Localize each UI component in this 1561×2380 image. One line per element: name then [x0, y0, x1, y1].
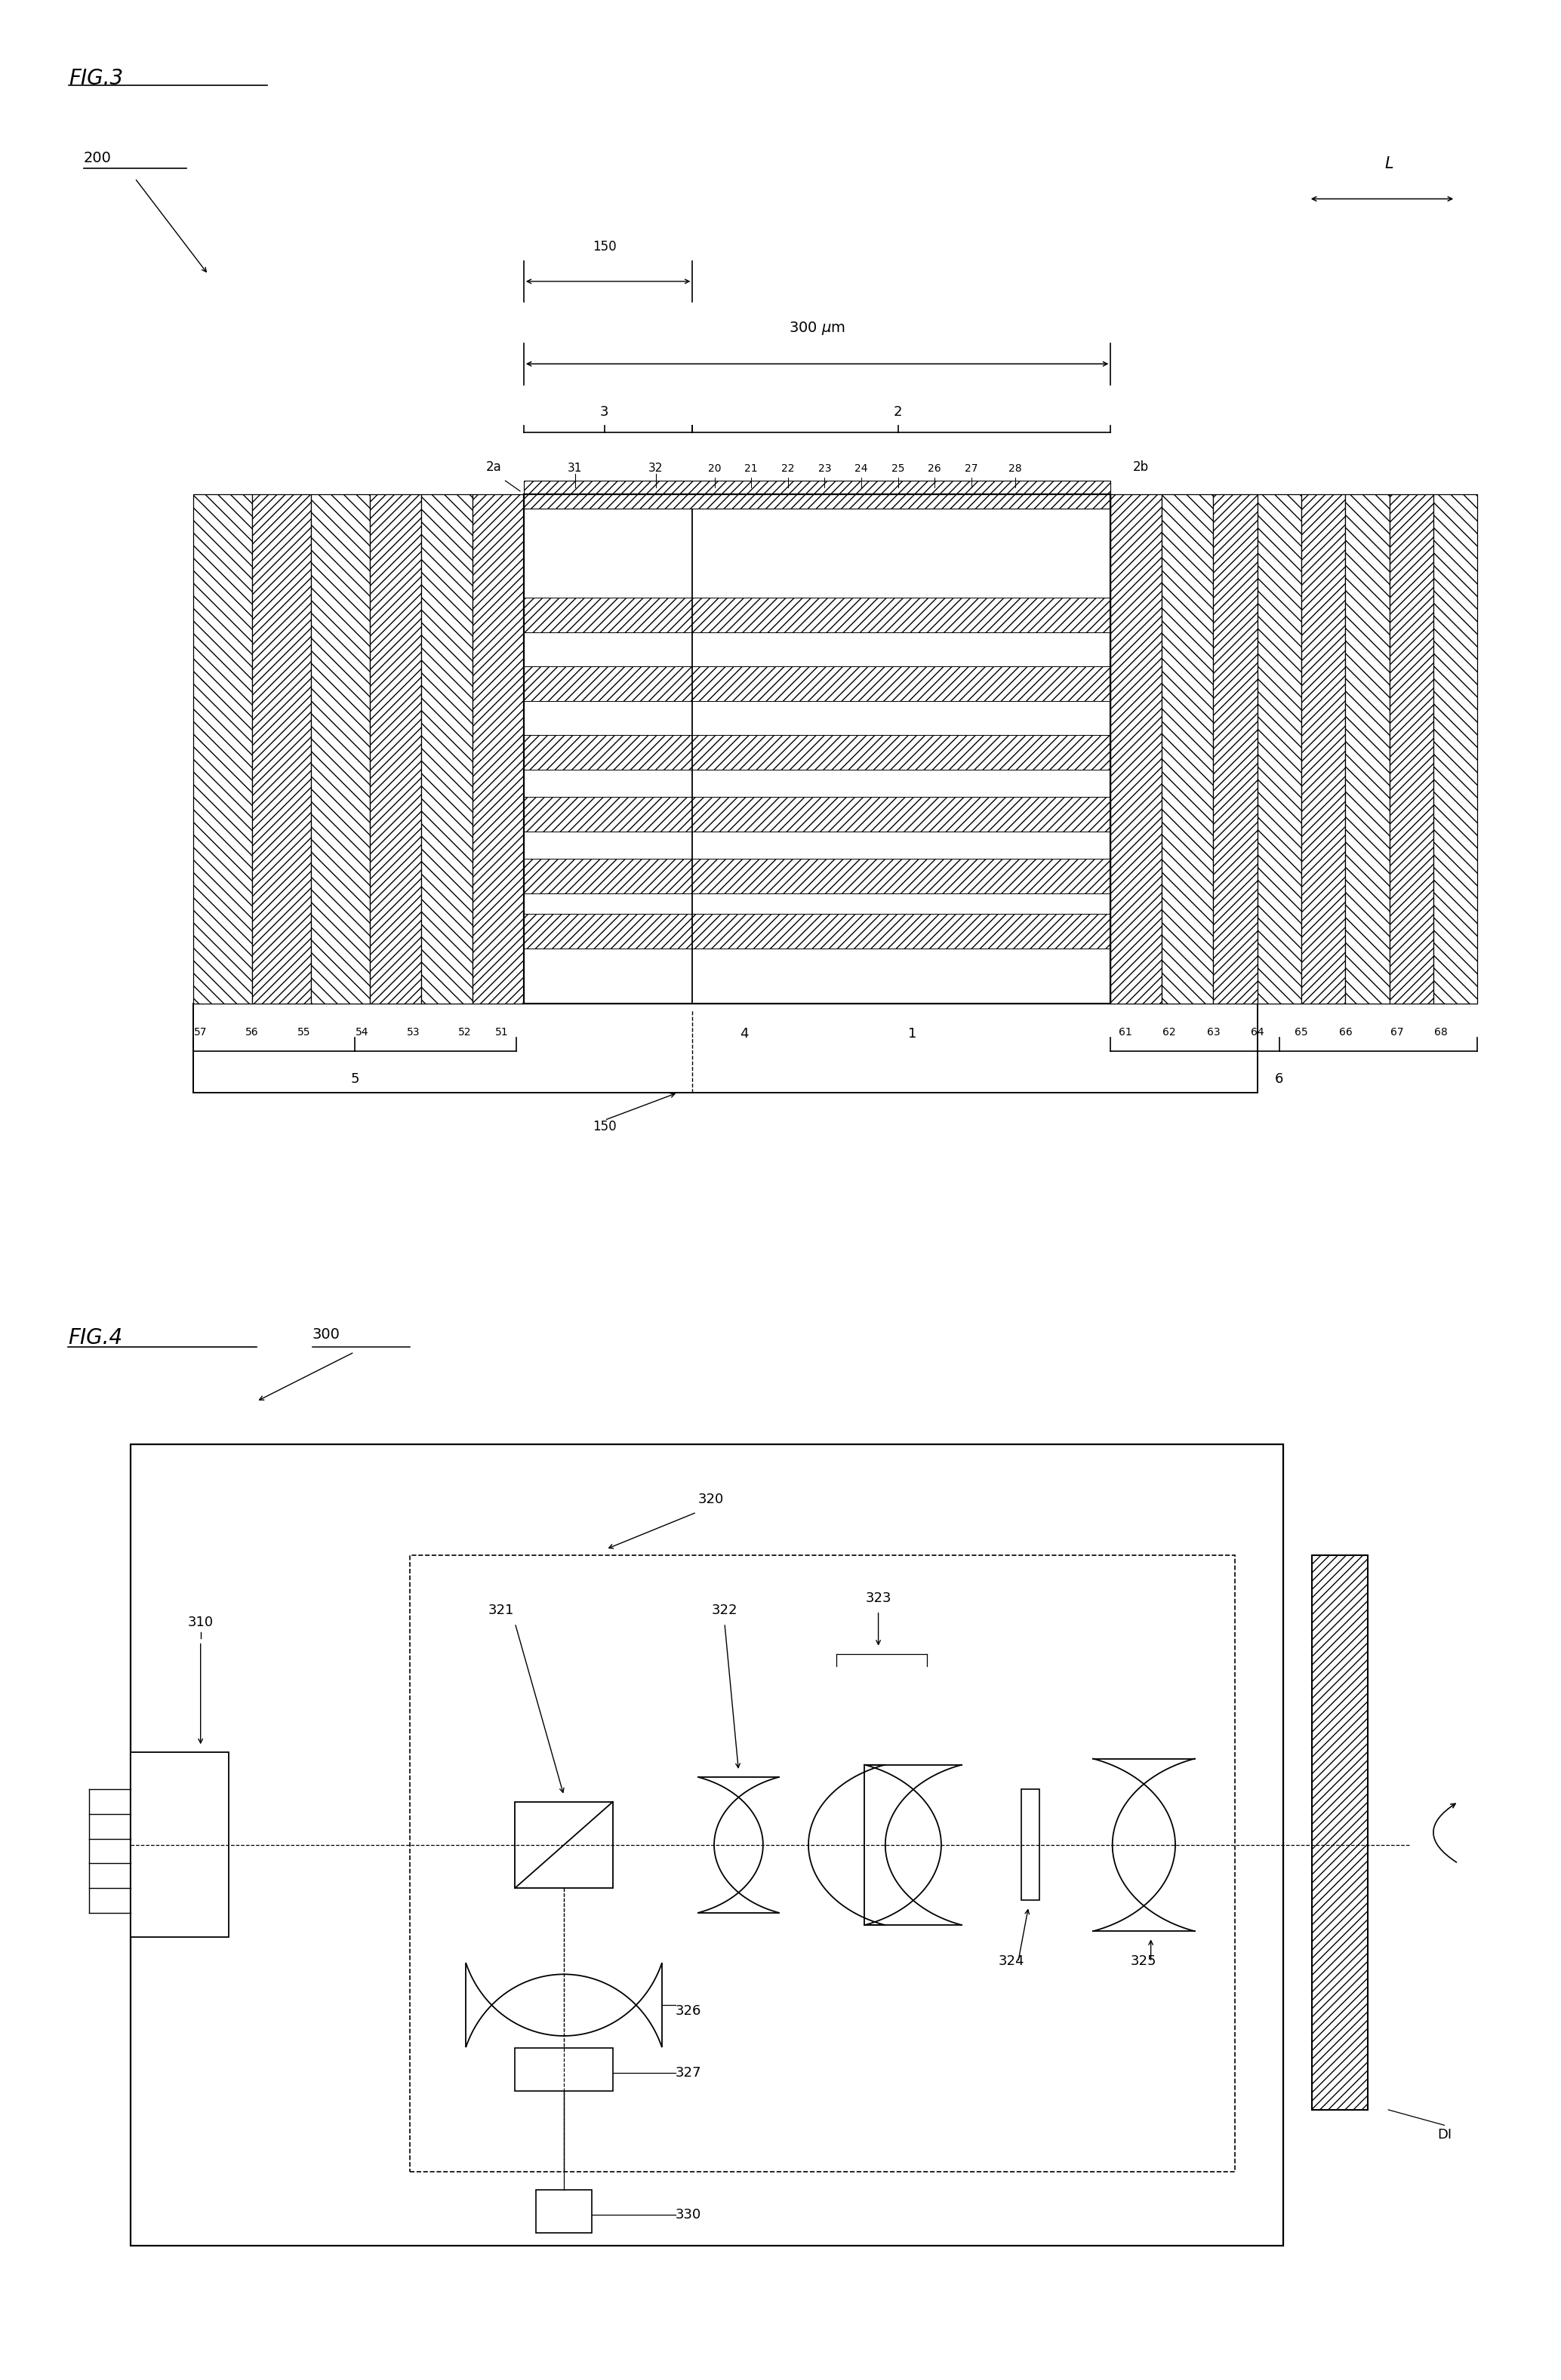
Bar	[523, 735, 1111, 769]
Text: 20: 20	[707, 464, 721, 474]
Text: 53: 53	[407, 1028, 420, 1038]
Text: 320: 320	[698, 1492, 724, 1507]
Text: 27: 27	[965, 464, 977, 474]
Text: 63: 63	[1207, 1028, 1221, 1038]
Text: 300 $\mu$m: 300 $\mu$m	[788, 319, 846, 336]
Text: 51: 51	[495, 1028, 509, 1038]
Bar	[370, 495, 421, 1004]
Text: 2b: 2b	[1133, 459, 1149, 474]
Bar	[523, 495, 1111, 1004]
Bar	[1346, 495, 1389, 1004]
Bar	[523, 859, 1111, 892]
Text: 22: 22	[780, 464, 795, 474]
Bar	[1302, 495, 1346, 1004]
Text: 310: 310	[187, 1616, 214, 1630]
Bar	[1311, 1557, 1367, 2109]
Bar	[473, 495, 523, 1004]
Text: 32: 32	[648, 462, 663, 474]
Text: 325: 325	[1130, 1954, 1157, 1968]
Text: 300: 300	[312, 1328, 340, 1342]
Bar	[523, 495, 1111, 597]
Text: 200: 200	[84, 150, 111, 164]
Text: 52: 52	[459, 1028, 471, 1038]
Text: 5: 5	[351, 1071, 359, 1085]
Text: 6: 6	[1275, 1071, 1283, 1085]
Text: 327: 327	[676, 2066, 702, 2080]
Bar	[1389, 495, 1433, 1004]
Text: 55: 55	[297, 1028, 311, 1038]
Text: 62: 62	[1163, 1028, 1175, 1038]
Text: 57: 57	[194, 1028, 208, 1038]
Bar	[411, 1557, 1235, 2171]
Text: 150: 150	[593, 1121, 617, 1133]
Text: 3: 3	[599, 405, 609, 419]
Text: 64: 64	[1250, 1028, 1264, 1038]
Text: 4: 4	[740, 1028, 748, 1040]
Text: 321: 321	[489, 1604, 514, 1616]
Text: 322: 322	[712, 1604, 738, 1616]
Text: 68: 68	[1435, 1028, 1447, 1038]
Bar	[523, 914, 1111, 947]
Bar	[523, 892, 1111, 914]
Bar	[523, 769, 1111, 797]
Text: FIG.4: FIG.4	[67, 1328, 122, 1349]
Bar	[1110, 495, 1161, 1004]
Bar	[421, 495, 473, 1004]
Bar	[253, 495, 311, 1004]
Text: 323: 323	[865, 1592, 891, 1604]
Text: 66: 66	[1339, 1028, 1352, 1038]
Text: 26: 26	[927, 464, 941, 474]
Bar	[523, 666, 1111, 700]
Text: 65: 65	[1294, 1028, 1308, 1038]
Text: 326: 326	[676, 2004, 701, 2018]
Bar	[1433, 495, 1477, 1004]
Text: 24: 24	[854, 464, 868, 474]
Text: 31: 31	[568, 462, 582, 474]
Text: FIG.3: FIG.3	[69, 69, 123, 90]
Text: 1: 1	[909, 1028, 916, 1040]
Bar	[1021, 1790, 1040, 1899]
Bar	[311, 495, 370, 1004]
Bar	[131, 1445, 1283, 2244]
Text: 54: 54	[356, 1028, 368, 1038]
Text: 330: 330	[676, 2209, 701, 2221]
Bar	[1213, 495, 1258, 1004]
Text: 324: 324	[997, 1954, 1024, 1968]
Text: 21: 21	[745, 464, 757, 474]
Text: 150: 150	[593, 240, 617, 255]
Bar	[523, 947, 1111, 1004]
Bar	[1161, 495, 1213, 1004]
Bar	[194, 495, 253, 1004]
Bar	[523, 831, 1111, 859]
Text: 23: 23	[818, 464, 830, 474]
Bar	[535, 2190, 592, 2232]
Text: 25: 25	[891, 464, 904, 474]
Text: 2: 2	[893, 405, 902, 419]
Bar	[131, 1752, 228, 1937]
Bar	[523, 481, 1111, 509]
Text: 67: 67	[1391, 1028, 1403, 1038]
Bar	[515, 1802, 613, 1887]
Bar	[523, 700, 1111, 735]
Bar	[515, 2049, 613, 2092]
Bar	[523, 797, 1111, 831]
Text: 28: 28	[1008, 464, 1022, 474]
Text: 56: 56	[245, 1028, 259, 1038]
Text: 61: 61	[1119, 1028, 1132, 1038]
Text: 2a: 2a	[485, 459, 501, 474]
Text: L: L	[1385, 157, 1394, 171]
Bar	[1258, 495, 1302, 1004]
Bar	[523, 597, 1111, 633]
Bar	[194, 1004, 1258, 1092]
Bar	[523, 633, 1111, 666]
Text: DI: DI	[1438, 2128, 1452, 2142]
